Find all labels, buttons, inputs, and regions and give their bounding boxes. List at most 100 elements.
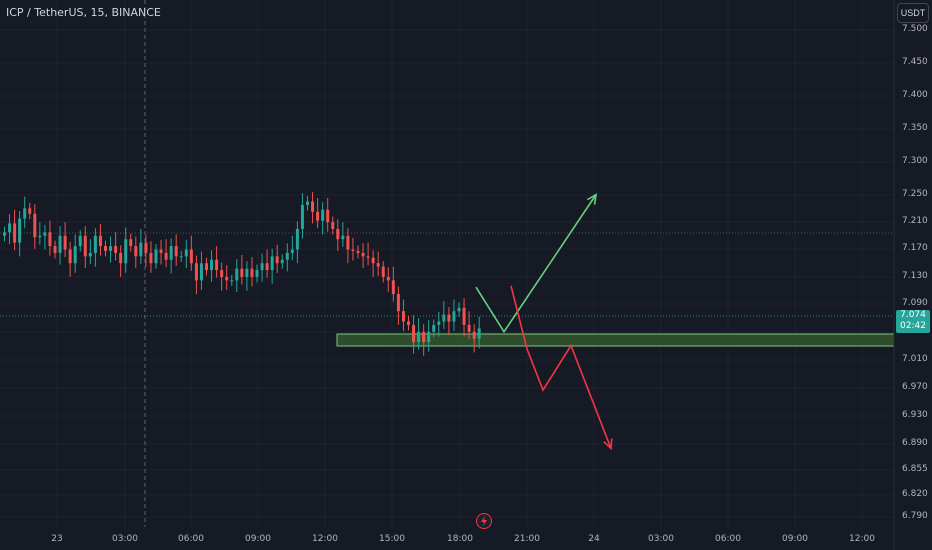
candle-body [159, 249, 163, 253]
price-tick-label: 7.400 [902, 90, 928, 100]
candle-body [124, 239, 128, 264]
candle-body [245, 268, 249, 277]
candle-body [184, 249, 188, 257]
scenario-arrows [475, 193, 613, 451]
candle-body [260, 263, 264, 271]
candle-body [28, 208, 32, 214]
candle-body [280, 259, 284, 264]
candle-body [255, 270, 259, 277]
candle-body [38, 235, 42, 238]
candle-body [366, 256, 370, 258]
time-tick-label: 15:00 [379, 534, 405, 544]
candle-body [210, 259, 214, 271]
candle-body [437, 321, 441, 325]
candle-body [422, 331, 426, 343]
candle-body [58, 235, 62, 253]
candle-body [154, 249, 158, 264]
candle-body [285, 252, 289, 260]
candle-body [467, 324, 471, 332]
candle-body [412, 324, 416, 343]
candle-body [134, 246, 138, 257]
price-tick-label: 7.450 [902, 57, 928, 67]
candle-body [265, 263, 269, 271]
candle-body [179, 256, 183, 258]
time-tick-label: 09:00 [782, 534, 808, 544]
candle-body [240, 268, 244, 277]
bullish-scenario-path [475, 194, 597, 334]
time-tick-label: 09:00 [245, 534, 271, 544]
candle-body [53, 246, 57, 253]
candle-body [341, 235, 345, 240]
last-price-label: 7.074 02:42 [896, 310, 930, 333]
time-tick-label: 21:00 [514, 534, 540, 544]
price-tick-label: 6.790 [902, 511, 928, 521]
candle-body [401, 311, 405, 322]
candle-body [93, 235, 97, 253]
candle-body [321, 209, 325, 221]
price-tick-label: 7.210 [902, 216, 928, 226]
candle-body [311, 201, 315, 212]
candle-body [169, 246, 173, 260]
candle-body [376, 263, 380, 267]
candle-body [326, 209, 330, 223]
replay-bolt-icon[interactable] [476, 513, 492, 529]
candle-body [407, 321, 410, 325]
candle-body [295, 228, 299, 250]
candle-body [290, 249, 294, 253]
candle-body [98, 235, 102, 247]
candle-body [427, 331, 431, 343]
candle-body [346, 235, 350, 250]
last-price-value: 7.074 [900, 310, 926, 320]
candle-body [472, 331, 476, 339]
time-tick-label: 03:00 [648, 534, 674, 544]
candle-body [194, 263, 198, 281]
candle-body [235, 268, 239, 281]
candle-body [225, 276, 229, 281]
price-tick-label: 7.090 [902, 298, 928, 308]
candle-body [356, 250, 360, 253]
candle-body [83, 235, 87, 257]
candle-body [381, 266, 385, 277]
candle-body [452, 311, 456, 322]
candle-body [270, 256, 274, 271]
candle-body [250, 268, 254, 277]
price-tick-label: 7.350 [902, 123, 928, 133]
price-tick-label: 7.170 [902, 243, 928, 253]
candle-body [316, 211, 320, 221]
candle-body [205, 263, 208, 271]
candle-body [144, 242, 148, 253]
candle-body [174, 246, 178, 257]
candle-body [23, 208, 27, 219]
bullish-arrowhead [586, 193, 598, 205]
candle-body [3, 232, 6, 236]
bearish-arrowhead [603, 438, 613, 451]
price-tick-label: 6.855 [902, 464, 928, 474]
grid [0, 0, 894, 527]
candle-body [63, 235, 67, 250]
candle-body [33, 213, 37, 238]
candle-body [139, 242, 143, 257]
candle-body [351, 249, 355, 251]
candle-body [462, 307, 466, 325]
candle-body [78, 235, 82, 247]
candle-body [336, 228, 340, 240]
time-tick-label: 24 [588, 534, 600, 544]
candle-body [8, 223, 12, 233]
support-zone [336, 333, 895, 347]
candle-body [164, 252, 168, 260]
candle-body [442, 314, 446, 322]
candle-body [417, 331, 421, 343]
candle-body [331, 222, 335, 229]
candle-body [43, 232, 47, 236]
countdown-value: 02:42 [900, 321, 926, 331]
currency-button[interactable]: USDT [897, 3, 929, 23]
time-tick-label: 06:00 [178, 534, 204, 544]
candle-body [114, 246, 118, 253]
time-tick-label: 03:00 [112, 534, 138, 544]
price-tick-label: 7.250 [902, 189, 928, 199]
candle-body [300, 204, 304, 229]
candle-body [396, 294, 400, 312]
candle-body [48, 232, 52, 247]
candles [3, 191, 481, 356]
